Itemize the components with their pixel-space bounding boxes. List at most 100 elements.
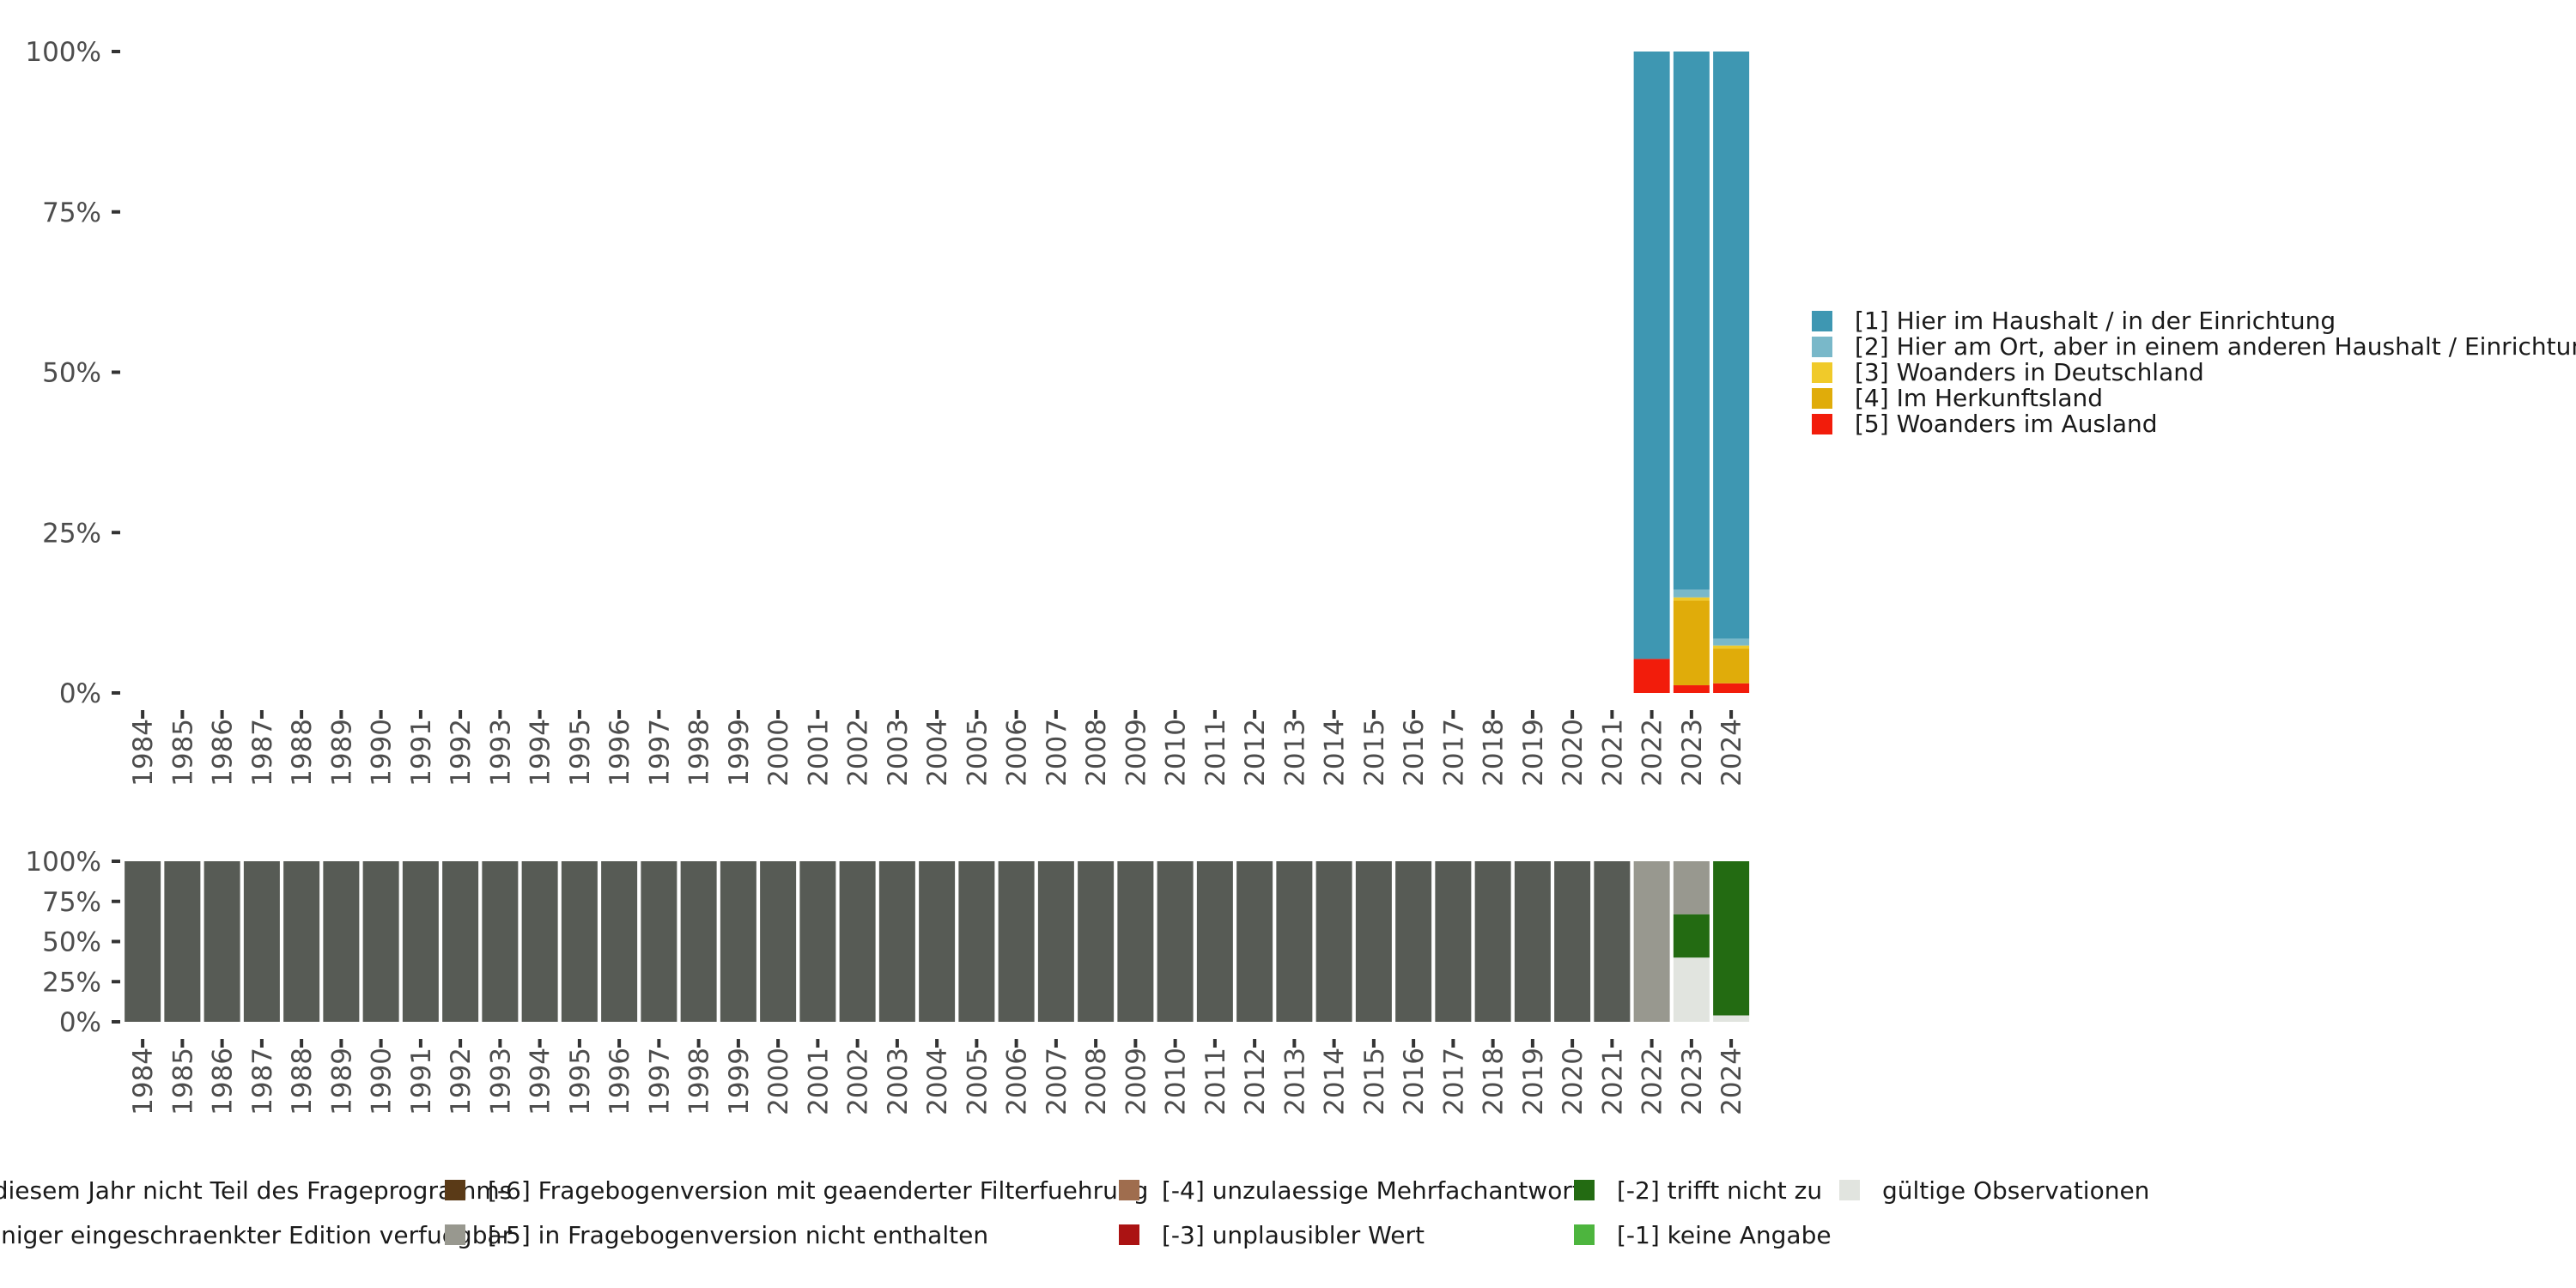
missing-xtick-label: 1994: [526, 1048, 556, 1115]
missing-xtick-label: 2007: [1042, 1048, 1072, 1115]
missing-xtick-label: 1997: [644, 1048, 675, 1115]
main-xtick-label: 2004: [922, 719, 953, 787]
main-xtick-label: 2011: [1200, 719, 1231, 787]
main-xtick-label: 2014: [1320, 719, 1351, 787]
missing-bar-1990-m8: [362, 861, 399, 1022]
missing-xtick-label: 2014: [1320, 1048, 1351, 1115]
main-legend: [1] Hier im Haushalt / in der Einrichtun…: [1812, 307, 2576, 438]
main-xtick-label: 2021: [1597, 719, 1628, 787]
main-xtick-label: 2017: [1438, 719, 1469, 787]
main-xtick-label: 2008: [1081, 719, 1112, 787]
main-bar-2022-5: [1633, 659, 1670, 693]
missing-bar-2006-m8: [998, 861, 1035, 1022]
main-xtick-label: 1989: [326, 719, 357, 787]
main-xtick-label: 2013: [1279, 719, 1310, 787]
missing-bar-2014-m8: [1315, 861, 1352, 1022]
missing-xtick-label: 2022: [1637, 1048, 1668, 1115]
missing-bar-2001-m8: [799, 861, 836, 1022]
missing-legend-key-m5: [445, 1224, 465, 1245]
missing-xtick-label: 1984: [128, 1048, 159, 1115]
legend-key-2: [1812, 337, 1832, 357]
main-xtick-label: 2023: [1677, 719, 1708, 787]
missing-legend-key-m4: [1119, 1180, 1139, 1200]
missing-bar-1998-m8: [680, 861, 717, 1022]
main-xtick-label: 1992: [446, 719, 477, 787]
main-bar-2024-2: [1713, 638, 1750, 646]
missing-xtick-label: 1990: [367, 1048, 398, 1115]
missing-legend-key-valid: [1839, 1180, 1860, 1200]
missing-legend-key-m2: [1574, 1180, 1595, 1200]
missing-xtick-label: 2006: [1002, 1048, 1033, 1115]
missing-bar-1999-m8: [720, 861, 756, 1022]
main-xtick-label: 1991: [406, 719, 437, 787]
main-xtick-label: 2003: [883, 719, 914, 787]
missing-xtick-label: 1986: [208, 1048, 239, 1115]
missing-bar-2004-m8: [919, 861, 956, 1022]
missing-legend-label-m2: [-2] trifft nicht zu: [1617, 1176, 1822, 1205]
main-xtick-label: 2009: [1121, 719, 1151, 787]
missing-xtick-label: 1988: [287, 1048, 318, 1115]
missing-xtick-label: 2011: [1200, 1048, 1231, 1115]
main-bar-2023-4: [1673, 600, 1710, 686]
missing-bar-2019-m8: [1514, 861, 1551, 1022]
missing-xtick-label: 2003: [883, 1048, 914, 1115]
missing-bar-2016-m8: [1395, 861, 1432, 1022]
missing-ytick-label: 100%: [25, 847, 101, 878]
main-xtick-label: 1997: [644, 719, 675, 787]
missing-ytick-label: 25%: [42, 967, 101, 998]
main-xtick-label: 1986: [208, 719, 239, 787]
main-bar-2024-5: [1713, 683, 1750, 693]
missing-xtick-label: 2000: [763, 1048, 794, 1115]
missing-xtick-label: 1991: [406, 1048, 437, 1115]
main-xtick-label: 1990: [367, 719, 398, 787]
missing-xtick-label: 2008: [1081, 1048, 1112, 1115]
missing-legend-label-m4: [-4] unzulaessige Mehrfachantwort: [1162, 1176, 1582, 1205]
missing-xtick-label: 1985: [167, 1048, 198, 1115]
missing-bar-2012-m8: [1236, 861, 1273, 1022]
missing-bar-1987-m8: [243, 861, 280, 1022]
main-ytick-label: 100%: [25, 37, 101, 68]
missing-legend-label-m7: [-7] nur in weniger eingeschraenkter Edi…: [0, 1221, 513, 1249]
legend-key-1: [1812, 311, 1832, 331]
main-xtick-label: 2000: [763, 719, 794, 787]
missing-legend-label-m6: [-6] Fragebogenversion mit geaenderter F…: [488, 1176, 1148, 1205]
missing-bar-1992-m8: [442, 861, 479, 1022]
missing-xtick-label: 2009: [1121, 1048, 1151, 1115]
missing-bar-2023-m2: [1673, 914, 1710, 958]
missing-plot: 0% 25% 50% 75% 100% 1984 1985 1986 1987 1988 1989 1…: [25, 847, 1750, 1115]
main-xtick-label: 2022: [1637, 719, 1668, 787]
missing-bar-1989-m8: [323, 861, 360, 1022]
main-xtick-label: 1993: [485, 719, 516, 787]
main-ytick-label: 75%: [42, 197, 101, 228]
missing-legend-label-m1: [-1] keine Angabe: [1617, 1221, 1832, 1249]
main-xtick-label: 1995: [565, 719, 596, 787]
missing-bar-1994-m8: [521, 861, 558, 1022]
main-xtick-label: 2010: [1161, 719, 1192, 787]
missing-legend-label-m8: [-8] Frage in diesem Jahr nicht Teil des…: [0, 1176, 512, 1205]
missing-xtick-label: 1995: [565, 1048, 596, 1115]
legend-key-3: [1812, 362, 1832, 383]
missing-bar-2017-m8: [1435, 861, 1472, 1022]
missing-xtick-label: 2013: [1279, 1048, 1310, 1115]
main-xtick-label: 2015: [1359, 719, 1390, 787]
missing-xtick-label: 2020: [1558, 1048, 1589, 1115]
legend-label-1: [1] Hier im Haushalt / in der Einrichtun…: [1855, 307, 2336, 335]
missing-xtick-label: 2004: [922, 1048, 953, 1115]
main-xtick-label: 1994: [526, 719, 556, 787]
missing-bar-1986-m8: [204, 861, 240, 1022]
main-bar-2024-3: [1713, 645, 1750, 649]
main-ytick-label: 25%: [42, 518, 101, 549]
missing-legend-key-m3: [1119, 1224, 1139, 1245]
missing-legend-label-m3: [-3] unplausibler Wert: [1162, 1221, 1425, 1249]
missing-bar-2007-m8: [1037, 861, 1074, 1022]
main-xtick-label: 2018: [1479, 719, 1510, 787]
missing-bar-2020-m8: [1554, 861, 1591, 1022]
main-xtick-label: 2019: [1518, 719, 1549, 787]
main-bar-2024-4: [1713, 648, 1750, 683]
main-xtick-label: 2006: [1002, 719, 1033, 787]
missing-bar-2011-m8: [1196, 861, 1233, 1022]
main-ytick-label: 0%: [59, 678, 101, 709]
missing-bar-1985-m8: [164, 861, 201, 1022]
main-bar-2023-2: [1673, 589, 1710, 598]
